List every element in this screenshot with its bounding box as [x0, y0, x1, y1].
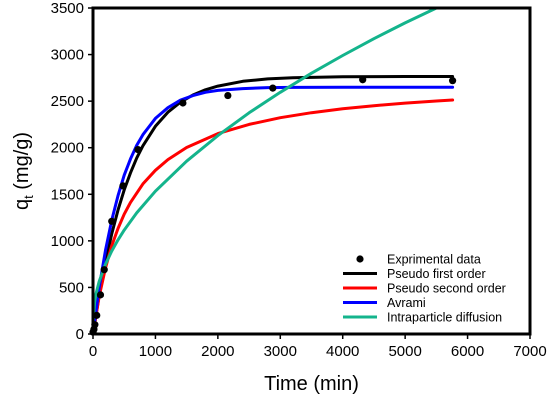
x-tick-label: 4000	[326, 343, 359, 360]
y-tick-label: 0	[76, 326, 84, 343]
y-tick-label: 500	[59, 279, 84, 296]
y-tick-label: 1000	[51, 233, 84, 250]
legend-marker	[356, 255, 364, 263]
plot-frame	[91, 6, 532, 336]
legend-label: Avrami	[387, 296, 426, 310]
legend-label: Pseudo first order	[387, 267, 486, 281]
x-tick-label: 7000	[513, 343, 546, 360]
data-point	[96, 291, 105, 299]
x-tick-label: 3000	[264, 343, 297, 360]
data-point	[179, 99, 187, 107]
data-point	[359, 76, 367, 84]
x-tick-label: 6000	[451, 343, 484, 360]
y-axis-title-unit: (mg/g)	[11, 132, 33, 195]
legend-label: Pseudo second order	[387, 282, 506, 296]
series-line-avrami	[91, 85, 455, 336]
y-axis-title-main: q	[11, 199, 33, 210]
x-axis-title: Time (min)	[264, 373, 359, 395]
y-tick-label: 3500	[51, 0, 84, 17]
legend-label: Intraparticle diffusion	[387, 311, 502, 325]
series-line-pseudo-first-order	[91, 75, 455, 336]
axes-layer: 0 1000 2000 3000 4000 5000 6000 7000 0 500 1000 150…	[51, 0, 547, 360]
y-tick-label: 2500	[51, 93, 84, 110]
data-point	[448, 77, 457, 85]
x-tick-label: 2000	[201, 343, 234, 360]
data-point	[93, 311, 101, 319]
x-tick-label: 1000	[139, 343, 172, 360]
series-layer	[91, 6, 455, 336]
data-point	[100, 266, 108, 274]
x-tick-label: 0	[89, 343, 97, 360]
data-point	[269, 84, 277, 92]
y-tick-label: 3000	[51, 47, 84, 64]
x-tick-label: 5000	[388, 343, 421, 360]
series-line-pseudo-second-order	[91, 98, 455, 336]
y-axis-title-subscript: t	[21, 195, 36, 199]
series-line-intraparticle-diffusion	[91, 6, 455, 325]
y-tick-label: 1500	[51, 186, 84, 203]
data-point	[224, 91, 232, 100]
legend-label: Exprimental data	[387, 253, 481, 267]
y-tick-label: 2000	[51, 140, 84, 157]
y-axis-title: qt (mg/g)	[11, 132, 36, 210]
data-point	[134, 145, 142, 154]
data-point	[108, 217, 116, 225]
data-point	[119, 182, 127, 190]
